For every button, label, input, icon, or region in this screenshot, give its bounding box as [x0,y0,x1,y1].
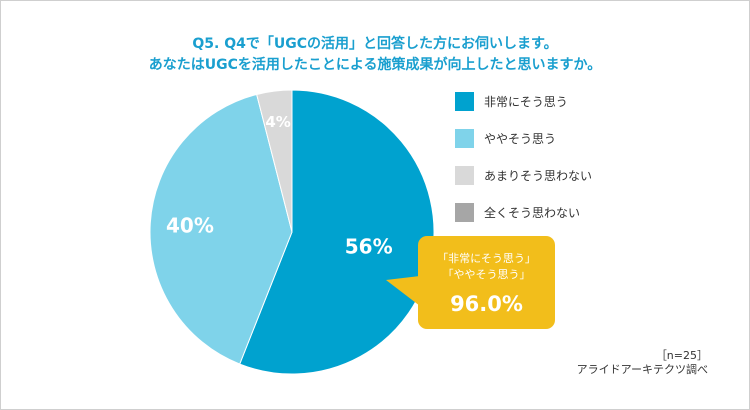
legend-label: 非常にそう思う [484,95,568,109]
callout-line-2: 「ややそう思う」 [442,268,531,281]
chart-title: Q5. Q4で「UGCの活用」と回答した方にお伺いします。 あなたはUGCを活用… [0,34,750,76]
legend-item: ややそう思う [455,129,592,148]
chart-title-line-1: Q5. Q4で「UGCの活用」と回答した方にお伺いします。 [192,36,558,52]
pie-slice-label: 4% [265,113,290,131]
callout-line-1: 「非常にそう思う」 [437,252,536,265]
legend-item: あまりそう思わない [455,166,592,185]
legend-item: 非常にそう思う [455,92,592,111]
legend-swatch [455,129,474,148]
pie-slice-label: 40% [166,214,214,238]
legend-swatch [455,92,474,111]
pie-slice [256,89,293,233]
legend-item: 全くそう思わない [455,203,592,222]
legend-swatch [455,166,474,185]
chart-title-line-2: あなたはUGCを活用したことによる施策成果が向上したと思いますか。 [148,57,602,73]
callout-pointer [386,276,420,306]
sample-size: ［n=25］ [655,349,708,362]
legend-label: 全くそう思わない [484,206,581,220]
legend: 非常にそう思う ややそう思う あまりそう思わない 全くそう思わない [455,92,592,240]
callout-value: 96.0% [450,292,523,316]
pie-slice [149,93,293,365]
callout-bubble [418,236,555,329]
legend-swatch [455,203,474,222]
pie-slice-label: 56% [345,235,393,259]
legend-label: あまりそう思わない [484,169,593,183]
legend-label: ややそう思う [484,132,557,146]
source-note: アライドアーキテクツ調べ [576,363,708,376]
